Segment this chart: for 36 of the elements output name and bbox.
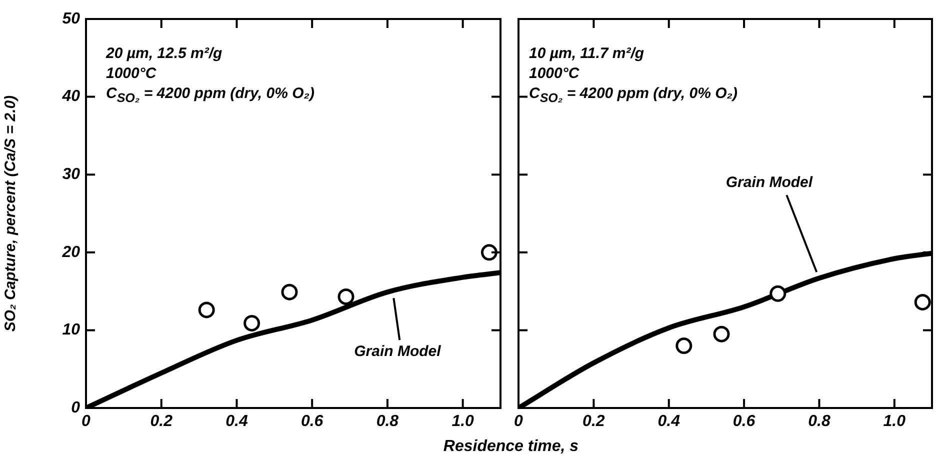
x-tick-label: 0.2 xyxy=(582,413,605,430)
y-tick-label: 20 xyxy=(61,244,80,261)
x-tick-label: 1.0 xyxy=(452,413,474,430)
annotation: 1000°C xyxy=(106,64,158,84)
x-tick-label: 0.6 xyxy=(300,413,324,430)
point xyxy=(713,326,730,342)
y-tick-label: 50 xyxy=(62,10,80,28)
x-tick-label: 0.8 xyxy=(376,413,399,430)
annotation: Grain Model xyxy=(354,343,442,360)
annotation: 20 µm, 12.5 m²/g xyxy=(106,44,224,64)
point xyxy=(914,294,931,310)
point xyxy=(770,285,786,302)
annotation: 1000°C xyxy=(529,64,580,84)
annotation: 10 µm, 11.7 m²/g xyxy=(529,44,646,64)
y-tick-label: 30 xyxy=(62,166,80,184)
x-tick-label: 0.8 xyxy=(808,413,830,430)
x-tick-label: 0.6 xyxy=(732,413,756,430)
point xyxy=(281,284,298,300)
y-tick-label: 0 xyxy=(71,399,80,416)
annotation: C$_{SO₂}$ = 4200 ppm (dry, 0% O₂) xyxy=(106,84,314,107)
x-tick-label: 1.0 xyxy=(883,413,906,430)
x-tick-label: 0.2 xyxy=(150,413,173,430)
annotation: C$_{SO₂}$ = 4200 ppm (dry, 0% O₂) xyxy=(529,84,738,107)
point xyxy=(244,314,260,332)
y-tick-label: 10 xyxy=(62,322,80,339)
point xyxy=(198,302,215,318)
point xyxy=(676,338,692,354)
annotation: Grain Model xyxy=(726,174,814,192)
x-tick-label: 0.4 xyxy=(658,413,680,430)
point xyxy=(338,288,354,305)
x-axis-title: Residence time, s xyxy=(442,438,580,456)
point xyxy=(480,244,498,261)
y-tick-label: 40 xyxy=(61,88,80,106)
y-axis-title: SO₂ Capture, percent (Ca/S = 2.0) xyxy=(2,95,20,332)
x-tick-label: 0 xyxy=(514,413,524,430)
x-tick-label: 0.4 xyxy=(226,413,248,430)
